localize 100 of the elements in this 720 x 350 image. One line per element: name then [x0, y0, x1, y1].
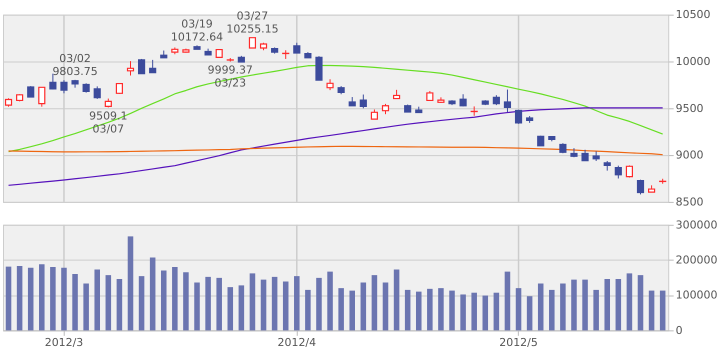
- y-tick-label: 300000: [676, 218, 718, 232]
- bar: [571, 280, 577, 330]
- bar: [648, 290, 654, 330]
- bar: [604, 278, 610, 330]
- candlestick: [248, 37, 256, 49]
- y-tick-label: 100000: [676, 288, 718, 302]
- bar: [216, 278, 222, 330]
- candlestick: [581, 149, 589, 162]
- y-tick-label: 10000: [676, 54, 711, 68]
- y-tick-label: 10500: [676, 8, 711, 22]
- bar: [316, 278, 322, 330]
- bar: [338, 288, 344, 330]
- candlestick: [492, 94, 500, 106]
- bar: [172, 267, 178, 330]
- candlestick: [604, 160, 611, 172]
- bar: [438, 288, 444, 330]
- annotation: 03/19 10172.64: [170, 17, 224, 44]
- candlestick: [149, 59, 156, 74]
- bar: [660, 290, 666, 330]
- candlestick: [614, 165, 622, 179]
- bar: [427, 288, 433, 330]
- candlestick: [293, 42, 300, 54]
- bar: [494, 292, 500, 330]
- bar: [504, 272, 510, 330]
- bar: [150, 258, 156, 330]
- y-tick-label: 200000: [676, 253, 718, 266]
- bar: [16, 266, 22, 330]
- y-tick-label: 8500: [676, 195, 704, 208]
- bar: [6, 266, 12, 330]
- bar: [349, 290, 356, 330]
- candlestick: [360, 94, 367, 109]
- candlestick: [94, 86, 101, 100]
- bar: [560, 284, 566, 330]
- bar: [194, 282, 200, 330]
- bar: [138, 276, 144, 330]
- bar: [516, 288, 522, 330]
- candlestick: [636, 179, 644, 195]
- bar: [205, 276, 211, 330]
- bar: [106, 275, 112, 330]
- x-tick-label: 2012/4: [278, 336, 316, 349]
- bar: [61, 268, 67, 330]
- candlestick: [626, 164, 633, 178]
- candlestick: [326, 78, 334, 91]
- x-tick-label: 2012/5: [499, 336, 538, 349]
- candlestick: [38, 86, 46, 108]
- annotation: 03/02 9803.75: [52, 52, 98, 78]
- bar: [471, 292, 477, 330]
- y-tick-label: 9000: [676, 148, 704, 162]
- bar: [39, 264, 45, 330]
- bar: [260, 280, 266, 330]
- line-series: [8, 107, 664, 186]
- bar: [72, 274, 78, 330]
- bar: [282, 281, 288, 330]
- candlestick: [126, 60, 134, 76]
- bar: [626, 273, 632, 330]
- bar: [538, 284, 544, 330]
- candlestick: [82, 82, 90, 94]
- bar: [83, 284, 89, 330]
- bar: [28, 268, 34, 330]
- candlestick: [592, 150, 600, 162]
- bar: [238, 285, 244, 330]
- candlestick: [138, 58, 146, 74]
- candlestick: [60, 80, 68, 94]
- bar: [327, 272, 333, 330]
- bar: [382, 282, 388, 330]
- annotation: 9999.37 03/23: [208, 63, 253, 90]
- candlestick: [315, 56, 323, 81]
- bar: [404, 290, 410, 330]
- candlestick: [504, 89, 512, 113]
- bar: [416, 292, 422, 330]
- bar: [526, 296, 532, 330]
- bar: [460, 294, 466, 330]
- line-series: [8, 64, 664, 152]
- candlestick: [382, 103, 390, 115]
- candlestick: [426, 90, 434, 102]
- x-tick-label: 2012/3: [44, 336, 84, 349]
- candlestick: [116, 82, 123, 94]
- bar: [228, 287, 234, 330]
- candlestick: [27, 86, 34, 98]
- bar: [394, 269, 400, 330]
- bar: [305, 290, 311, 330]
- bar: [116, 278, 122, 330]
- y-tick-label: 9500: [676, 102, 704, 115]
- line-series: [8, 146, 664, 156]
- bar: [449, 290, 455, 330]
- bar: [372, 275, 378, 330]
- annotation: 03/27 10255.15: [226, 10, 279, 36]
- bar: [482, 296, 488, 330]
- bar: [549, 290, 555, 330]
- bar: [128, 236, 134, 330]
- bar: [183, 272, 189, 330]
- bar: [294, 276, 300, 330]
- candlestick: [514, 109, 522, 124]
- bar: [593, 290, 599, 330]
- bar: [50, 267, 56, 330]
- candlestick: [370, 108, 378, 120]
- bar: [272, 276, 278, 330]
- candlestick: [460, 94, 467, 107]
- annotation: 9509.1 03/07: [89, 109, 128, 136]
- bar: [250, 273, 256, 330]
